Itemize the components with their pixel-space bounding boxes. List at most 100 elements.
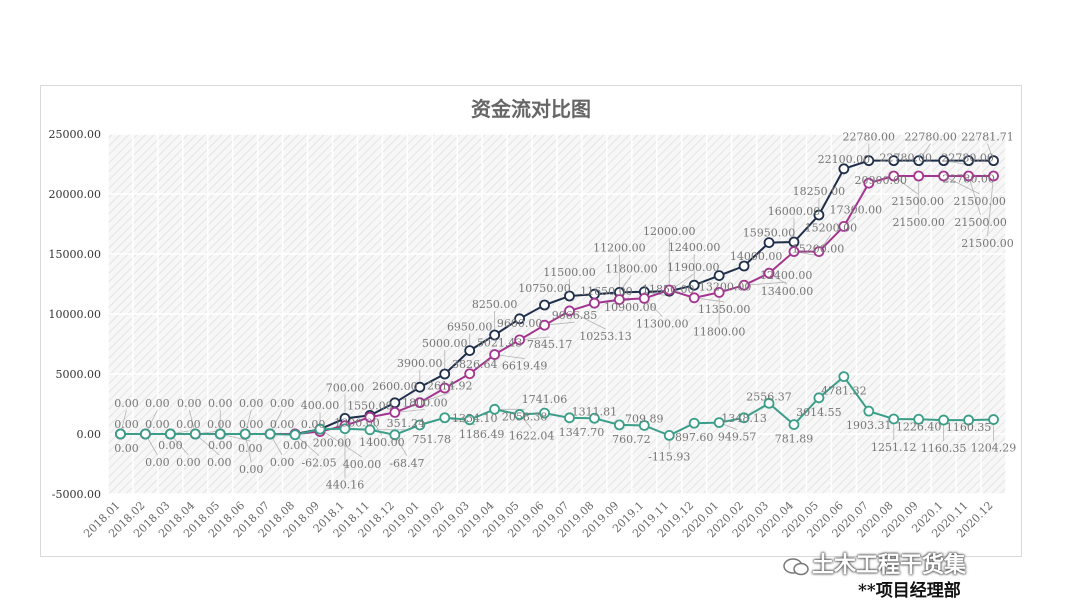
data-point bbox=[638, 420, 650, 431]
data-label: 3900.00 bbox=[397, 357, 443, 370]
data-label: 2058.38 bbox=[502, 410, 548, 423]
data-label: 13400.00 bbox=[761, 285, 814, 298]
data-point bbox=[938, 155, 950, 167]
data-label: 1347.70 bbox=[559, 426, 605, 439]
data-label: 21500.00 bbox=[892, 195, 945, 208]
data-point bbox=[439, 382, 451, 394]
data-point bbox=[688, 279, 700, 291]
data-point bbox=[863, 177, 875, 189]
data-label: 22780.00 bbox=[880, 152, 933, 165]
data-label: 700.00 bbox=[326, 382, 365, 395]
data-label: 15200.00 bbox=[805, 222, 858, 235]
label-leader-line bbox=[968, 175, 981, 216]
data-label: 0.00 bbox=[239, 397, 264, 410]
data-label: 0.00 bbox=[177, 397, 202, 410]
data-label: 781.89 bbox=[775, 433, 814, 446]
data-label: 18250.00 bbox=[793, 185, 846, 198]
data-label: 12000.00 bbox=[643, 225, 696, 238]
data-point bbox=[763, 237, 775, 249]
data-label: 22780.00 bbox=[941, 152, 994, 165]
data-label: 10750.00 bbox=[518, 282, 571, 295]
y-tick-label: 15000.00 bbox=[49, 248, 102, 261]
data-label: 15200.00 bbox=[792, 243, 845, 256]
data-label: 0.00 bbox=[239, 418, 264, 431]
data-point bbox=[489, 403, 501, 415]
data-point bbox=[264, 428, 276, 440]
data-label: 11800.00 bbox=[693, 325, 746, 338]
y-tick-label: -5000.00 bbox=[52, 488, 101, 501]
data-point bbox=[688, 292, 700, 304]
data-label: 0.00 bbox=[176, 456, 201, 469]
data-label: 4781.32 bbox=[821, 385, 867, 398]
data-point bbox=[938, 414, 950, 426]
data-label: 200.00 bbox=[313, 437, 352, 450]
data-label: 1903.31 bbox=[846, 419, 892, 432]
data-label: 8250.00 bbox=[472, 298, 518, 311]
data-point bbox=[863, 405, 875, 417]
data-point bbox=[938, 170, 950, 182]
data-label: 0.00 bbox=[238, 442, 263, 455]
data-point bbox=[339, 423, 351, 435]
wechat-icon bbox=[783, 558, 809, 576]
data-label: 1160.35 bbox=[921, 442, 967, 455]
data-point bbox=[189, 428, 201, 440]
data-point bbox=[838, 220, 850, 232]
data-label: 10253.13 bbox=[579, 330, 632, 343]
label-leader-lines bbox=[120, 143, 994, 478]
data-label: 949.57 bbox=[718, 431, 757, 444]
data-point bbox=[663, 429, 675, 441]
label-leader-line bbox=[569, 310, 606, 330]
data-label: 351.24 bbox=[387, 417, 426, 430]
data-point bbox=[514, 313, 525, 325]
data-point bbox=[115, 428, 126, 440]
data-label: 0.00 bbox=[176, 418, 201, 431]
data-point bbox=[364, 411, 376, 423]
data-point bbox=[738, 260, 750, 272]
data-label: 1160.35 bbox=[946, 421, 992, 434]
data-label: 1622.04 bbox=[509, 430, 555, 443]
data-point bbox=[863, 155, 875, 167]
data-label: 0.00 bbox=[270, 418, 295, 431]
data-label: 0.00 bbox=[208, 439, 233, 452]
data-label: 1186.49 bbox=[459, 428, 505, 441]
data-point bbox=[988, 414, 999, 425]
data-label: 1226.40 bbox=[896, 420, 942, 433]
data-label: 0.00 bbox=[207, 418, 232, 431]
data-point bbox=[439, 368, 451, 380]
data-point bbox=[988, 170, 999, 182]
y-tick-label: 20000.00 bbox=[49, 188, 102, 201]
data-label: -68.47 bbox=[389, 457, 424, 470]
data-point bbox=[589, 297, 600, 309]
data-label: 3014.55 bbox=[796, 406, 842, 419]
data-point bbox=[963, 170, 974, 182]
data-point bbox=[988, 155, 999, 167]
data-point bbox=[613, 419, 625, 431]
data-label: 1300.00 bbox=[334, 416, 380, 429]
data-point bbox=[539, 299, 550, 311]
data-label: 9600.00 bbox=[497, 317, 543, 330]
data-point bbox=[514, 409, 525, 420]
data-point bbox=[763, 267, 775, 279]
data-label: 897.60 bbox=[675, 431, 714, 444]
data-label: 22100.00 bbox=[818, 153, 871, 166]
data-label: 11800.00 bbox=[605, 262, 658, 275]
data-point bbox=[713, 417, 725, 429]
data-label: 10900.00 bbox=[604, 301, 657, 314]
data-point bbox=[913, 155, 925, 167]
data-label: 21500.00 bbox=[961, 237, 1014, 250]
data-point bbox=[913, 413, 925, 425]
data-label: 1311.81 bbox=[572, 405, 618, 418]
data-label: 16000.00 bbox=[768, 205, 821, 218]
data-point bbox=[963, 155, 974, 167]
data-point bbox=[913, 170, 925, 182]
data-label: 760.72 bbox=[612, 433, 651, 446]
y-tick-label: 10000.00 bbox=[49, 308, 102, 321]
data-label: 12400.00 bbox=[668, 241, 721, 254]
data-label: 0.00 bbox=[239, 463, 264, 476]
data-label: 5021.43 bbox=[477, 337, 523, 350]
data-label: 1741.06 bbox=[522, 393, 568, 406]
data-label: 0.00 bbox=[114, 418, 139, 431]
data-point bbox=[713, 270, 725, 282]
data-point bbox=[464, 368, 476, 380]
label-leader-line bbox=[744, 281, 787, 286]
